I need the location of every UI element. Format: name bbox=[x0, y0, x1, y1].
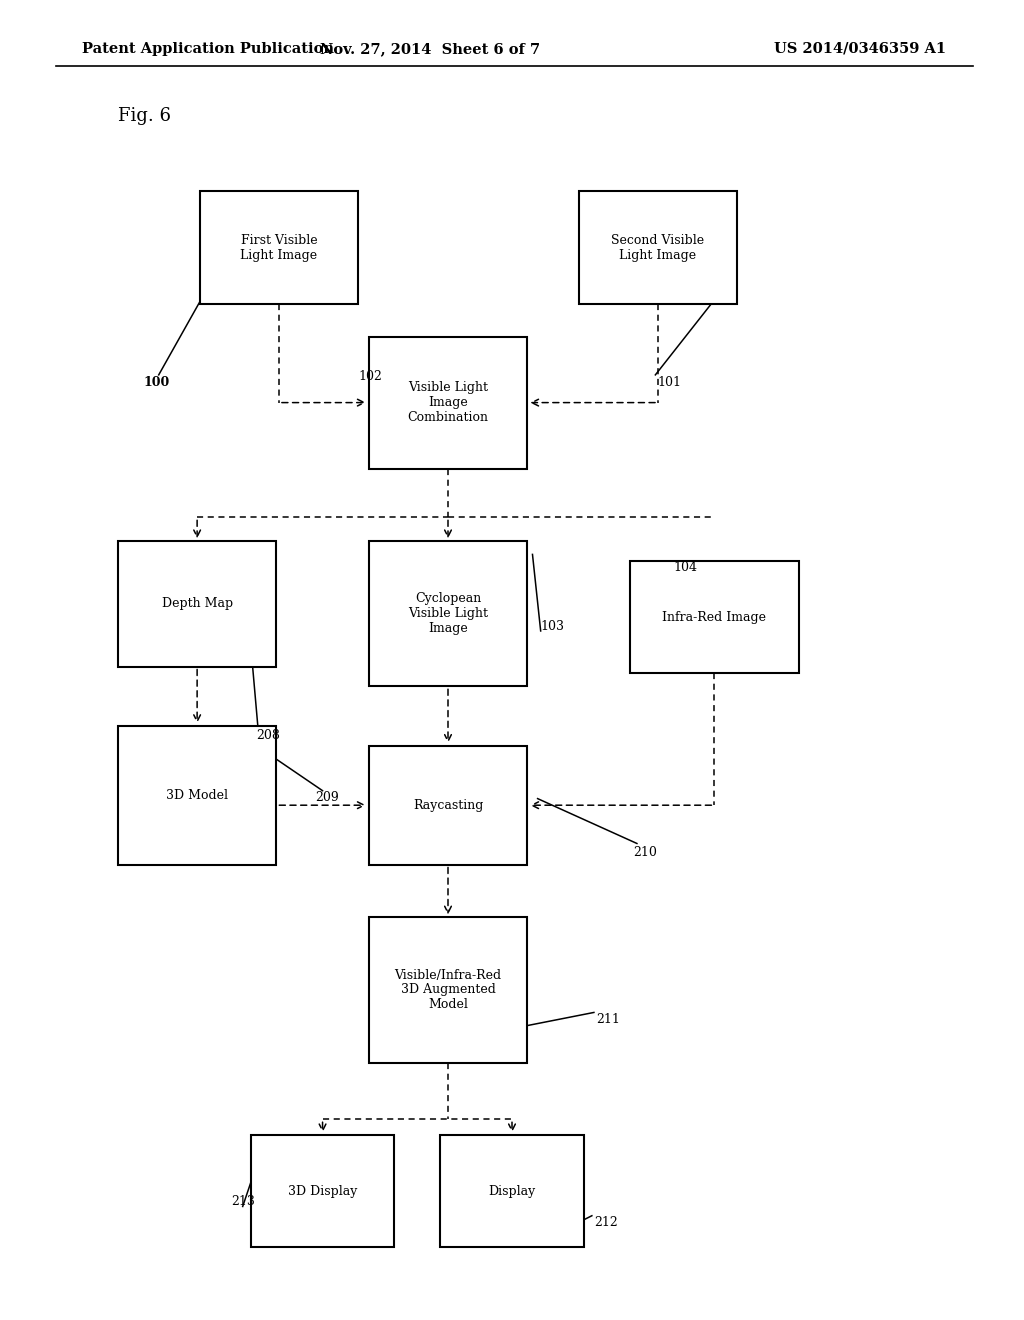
Bar bbox=[369, 337, 527, 469]
Text: Display: Display bbox=[488, 1185, 536, 1197]
Bar bbox=[200, 191, 358, 304]
Text: US 2014/0346359 A1: US 2014/0346359 A1 bbox=[774, 42, 946, 55]
Text: Fig. 6: Fig. 6 bbox=[118, 107, 171, 125]
Text: 208: 208 bbox=[256, 729, 280, 742]
Text: Visible Light
Image
Combination: Visible Light Image Combination bbox=[408, 381, 488, 424]
Text: 211: 211 bbox=[596, 1012, 620, 1026]
Text: 100: 100 bbox=[143, 376, 170, 389]
Text: 103: 103 bbox=[541, 620, 564, 634]
Text: Raycasting: Raycasting bbox=[413, 799, 483, 812]
Text: 104: 104 bbox=[674, 561, 697, 574]
Text: 3D Display: 3D Display bbox=[288, 1185, 357, 1197]
Text: 209: 209 bbox=[315, 791, 339, 804]
Text: Visible/Infra-Red
3D Augmented
Model: Visible/Infra-Red 3D Augmented Model bbox=[394, 969, 502, 1011]
Text: Infra-Red Image: Infra-Red Image bbox=[663, 611, 766, 623]
Text: Second Visible
Light Image: Second Visible Light Image bbox=[611, 234, 705, 261]
Text: 212: 212 bbox=[594, 1216, 617, 1229]
Bar bbox=[118, 726, 276, 865]
Text: Cyclopean
Visible Light
Image: Cyclopean Visible Light Image bbox=[408, 593, 488, 635]
Bar bbox=[630, 561, 799, 673]
Text: Nov. 27, 2014  Sheet 6 of 7: Nov. 27, 2014 Sheet 6 of 7 bbox=[321, 42, 540, 55]
Bar bbox=[369, 917, 527, 1063]
Text: Depth Map: Depth Map bbox=[162, 598, 232, 610]
Bar bbox=[369, 541, 527, 686]
Bar bbox=[118, 541, 276, 667]
Text: 210: 210 bbox=[633, 846, 656, 859]
Text: Patent Application Publication: Patent Application Publication bbox=[82, 42, 334, 55]
Bar bbox=[369, 746, 527, 865]
Text: First Visible
Light Image: First Visible Light Image bbox=[241, 234, 317, 261]
Text: 102: 102 bbox=[358, 370, 382, 383]
Bar bbox=[440, 1135, 584, 1247]
Text: 3D Model: 3D Model bbox=[166, 789, 228, 801]
Bar bbox=[251, 1135, 394, 1247]
Text: 101: 101 bbox=[657, 376, 681, 389]
Text: 213: 213 bbox=[231, 1195, 255, 1208]
Bar bbox=[579, 191, 737, 304]
